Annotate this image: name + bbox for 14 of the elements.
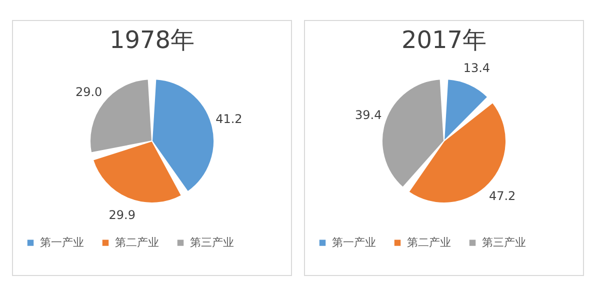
- legend-label: 第一产业: [40, 236, 84, 249]
- legend-label: 第二产业: [115, 236, 159, 249]
- chart-title: 1978年: [109, 26, 195, 54]
- data-label: 29.0: [75, 84, 102, 99]
- legend-label: 第三产业: [190, 236, 234, 249]
- data-label: 39.4: [355, 108, 382, 122]
- legend-label: 第三产业: [482, 236, 526, 249]
- data-label: 41.2: [216, 112, 242, 126]
- chart-title: 2017年: [401, 26, 487, 54]
- legend-label: 第一产业: [332, 236, 376, 249]
- data-label: 13.4: [463, 60, 490, 75]
- data-label: 47.2: [488, 188, 516, 203]
- data-label: 29.9: [108, 208, 136, 222]
- legend-label: 第二产业: [407, 236, 451, 249]
